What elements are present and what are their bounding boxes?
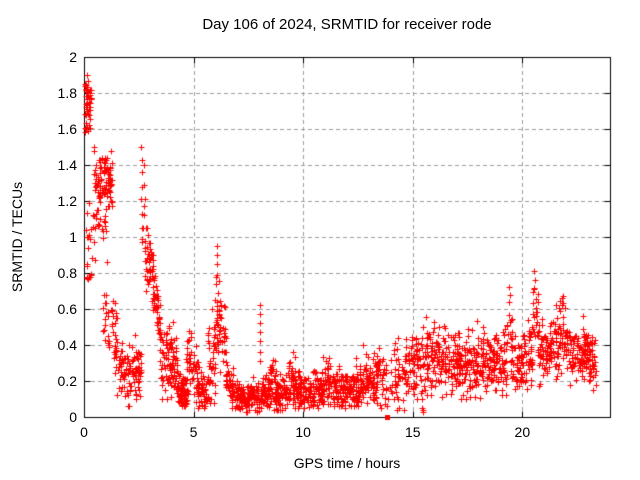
chart-title: Day 106 of 2024, SRMTID for receiver rod…	[202, 16, 492, 33]
y-tick-label: 0.2	[57, 373, 77, 389]
x-tick-label: 0	[80, 424, 88, 440]
y-tick-label: 1.8	[57, 85, 77, 101]
y-tick-label: 0.4	[57, 337, 77, 353]
y-tick-label: 0.8	[57, 265, 77, 281]
y-tick-label: 1	[69, 229, 77, 245]
x-tick-label: 15	[404, 424, 421, 440]
y-tick-label: 2	[69, 49, 77, 65]
x-tick-label: 10	[295, 424, 311, 440]
x-tick-label: 5	[189, 424, 198, 440]
y-tick-label: 0.6	[57, 301, 77, 317]
x-tick-label: 20	[514, 424, 531, 440]
y-tick-label: 1.4	[57, 157, 77, 173]
y-tick-label: 1.6	[57, 121, 77, 137]
x-axis-label: GPS time / hours	[293, 455, 401, 471]
y-tick-label: 1.2	[57, 193, 77, 209]
y-tick-label: 0	[69, 409, 77, 425]
